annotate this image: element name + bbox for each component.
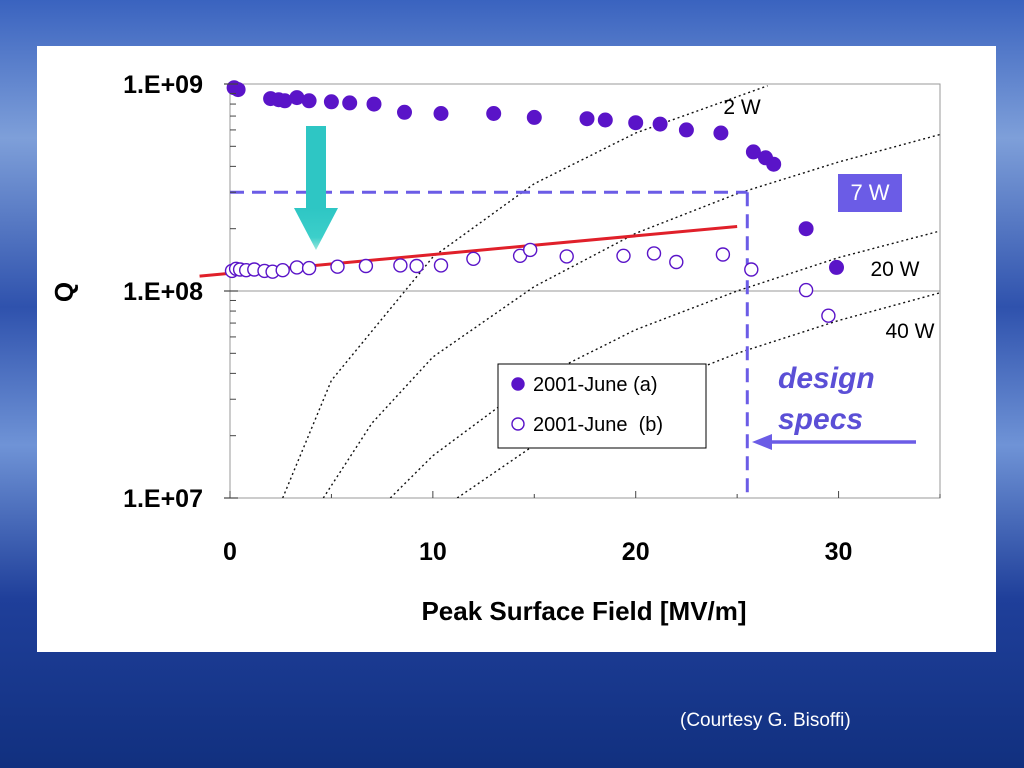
- degradation-arrow-shaft: [306, 126, 326, 218]
- data-point-a: [745, 144, 761, 160]
- data-point-b: [289, 260, 305, 275]
- data-point-a: [713, 125, 729, 141]
- badge-7w-label: 7 W: [850, 180, 889, 205]
- specs-label: specs: [778, 403, 863, 436]
- degradation-arrow-head: [294, 208, 338, 250]
- data-point-a: [678, 122, 694, 138]
- data-point-a: [766, 156, 782, 172]
- data-point-b: [744, 262, 759, 277]
- data-point-a: [829, 259, 844, 275]
- design-spec-layer: 7 W design specs: [230, 174, 916, 498]
- data-point-b: [523, 242, 538, 258]
- legend-marker: [511, 377, 525, 391]
- data-point-a: [526, 109, 542, 125]
- data-point-b: [358, 258, 374, 274]
- power-curve-label: 40 W: [885, 320, 934, 343]
- legend-marker: [511, 417, 525, 431]
- data-point-a: [323, 94, 339, 110]
- x-tick-label: 30: [825, 538, 853, 566]
- data-point-a: [579, 111, 595, 127]
- data-point-b: [409, 258, 424, 274]
- legend-layer: 2001-June (a) 2001-June (b): [497, 363, 707, 449]
- axis-layer: 1.E+07 1.E+08 1.E+09 0 10 20 30 Peak Surface Fi…: [49, 71, 941, 626]
- badge-7w: [838, 174, 902, 212]
- x-tick-label: 0: [223, 538, 237, 566]
- legend-label: 2001-June (a): [533, 374, 658, 396]
- y-axis-title: Q: [49, 282, 79, 302]
- data-point-b: [646, 246, 662, 261]
- data-point-a: [486, 106, 502, 121]
- credit-text: (Courtesy G. Bisoffi): [680, 710, 851, 731]
- data-point-a: [433, 106, 449, 121]
- x-axis-title: Peak Surface Field [MV/m]: [421, 596, 746, 626]
- data-point-b: [669, 254, 684, 270]
- x-tick-label: 20: [622, 538, 650, 566]
- data-point-a: [301, 93, 317, 109]
- data-point-a: [366, 96, 382, 112]
- data-point-a: [397, 104, 412, 120]
- data-point-b: [433, 258, 449, 273]
- power-curve-label: 2 W: [723, 96, 761, 119]
- data-point-b: [616, 248, 631, 264]
- data-point-b: [798, 282, 814, 298]
- data-point-a: [597, 112, 613, 128]
- data-point-b: [393, 258, 408, 273]
- power-curve-2w: [282, 85, 768, 498]
- data-point-a: [230, 82, 246, 98]
- y-tick-label: 1.E+07: [123, 485, 203, 513]
- data-point-b: [275, 263, 290, 278]
- chart-panel: [37, 46, 996, 652]
- data-point-b: [330, 259, 345, 274]
- data-point-b: [466, 251, 481, 266]
- power-curve-20w: [389, 230, 940, 498]
- data-point-layer: [224, 80, 844, 323]
- spec-arrow-head: [752, 434, 772, 450]
- data-point-a: [628, 115, 644, 131]
- data-point-a: [342, 95, 358, 111]
- arrow-layer: [294, 126, 338, 250]
- design-label: design: [778, 362, 875, 395]
- x-tick-label: 10: [419, 538, 447, 566]
- data-point-b: [715, 247, 731, 262]
- data-point-a: [798, 221, 814, 237]
- y-tick-label: 1.E+08: [123, 278, 203, 306]
- data-point-b: [301, 260, 317, 276]
- data-point-b: [821, 308, 836, 323]
- data-point-b: [559, 249, 574, 264]
- legend-label: 2001-June (b): [533, 414, 663, 436]
- legend-box: [497, 363, 707, 449]
- y-tick-label: 1.E+09: [123, 71, 203, 99]
- power-curve-label: 20 W: [870, 258, 919, 281]
- data-point-a: [652, 116, 668, 132]
